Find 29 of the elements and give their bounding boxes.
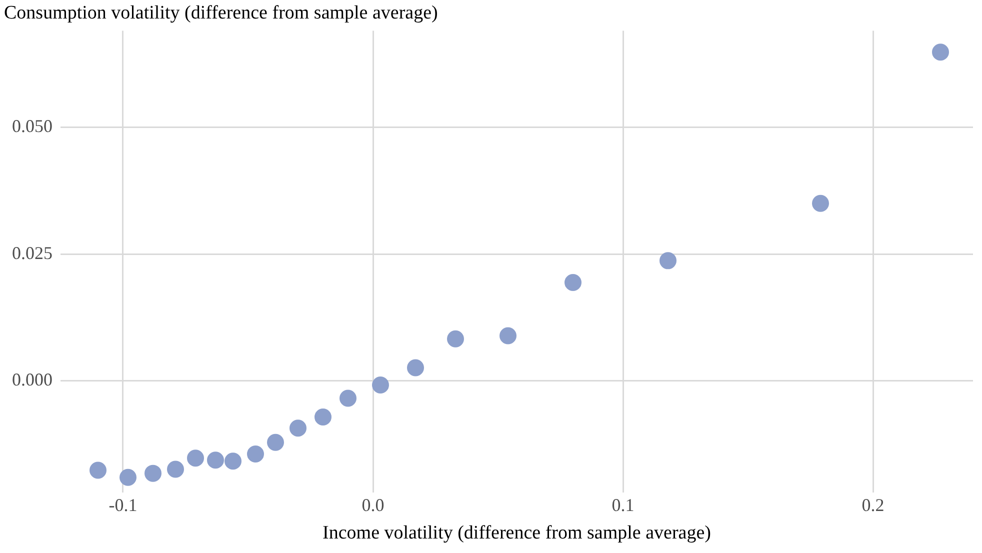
point <box>447 330 464 348</box>
point <box>340 390 356 407</box>
point <box>314 408 332 426</box>
x-tick-label: -0.1 <box>108 495 138 516</box>
point <box>207 452 224 469</box>
y-axis-title: Consumption volatility (difference from sample average) <box>4 2 438 24</box>
y-tick-label: 0.025 <box>12 242 52 263</box>
point <box>660 252 676 270</box>
x-axis-title: Income volatility (difference from sample average) <box>322 522 711 544</box>
point <box>372 376 389 394</box>
point <box>500 327 516 344</box>
point <box>224 452 242 470</box>
x-tick-label: 0.2 <box>862 495 884 516</box>
point <box>144 464 162 482</box>
point <box>812 194 829 212</box>
point <box>290 420 306 437</box>
point <box>564 274 582 292</box>
point <box>247 446 264 463</box>
y-tick-label: 0.050 <box>12 116 52 136</box>
x-tick-label: 0.1 <box>612 495 634 516</box>
point <box>932 44 949 61</box>
point <box>187 450 204 467</box>
point <box>167 460 184 478</box>
point <box>267 434 284 451</box>
point <box>120 468 136 486</box>
x-tick-label: 0.0 <box>362 495 384 516</box>
y-tick-label: 0.000 <box>12 370 52 390</box>
point <box>407 359 424 376</box>
point <box>90 462 106 479</box>
